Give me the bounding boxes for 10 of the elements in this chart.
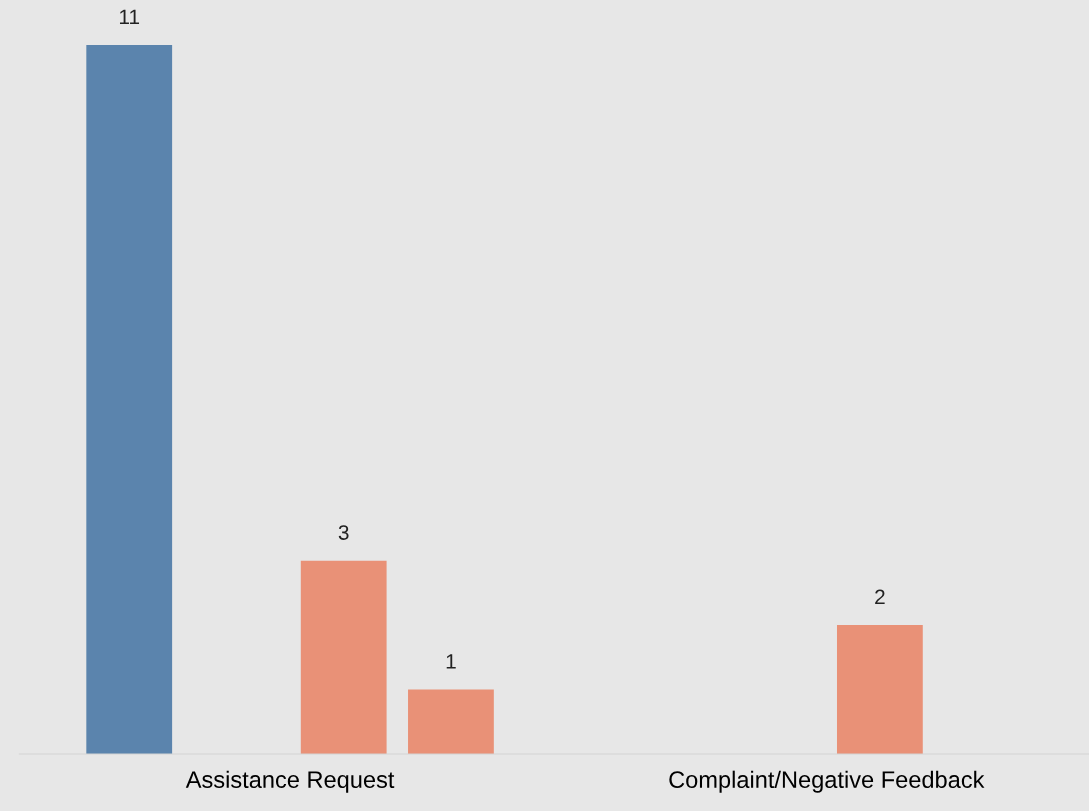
- bar: [408, 689, 494, 754]
- bar: [300, 560, 387, 754]
- data-label: 1: [446, 654, 456, 669]
- bar: [836, 625, 923, 754]
- data-label: 3: [338, 525, 349, 540]
- x-tick-label: Assistance Request: [185, 770, 395, 793]
- data-label: 11: [119, 9, 140, 25]
- x-tick-label: Complaint/Negative Feedback: [669, 770, 985, 793]
- bar: [86, 45, 173, 754]
- data-label: 2: [875, 589, 885, 605]
